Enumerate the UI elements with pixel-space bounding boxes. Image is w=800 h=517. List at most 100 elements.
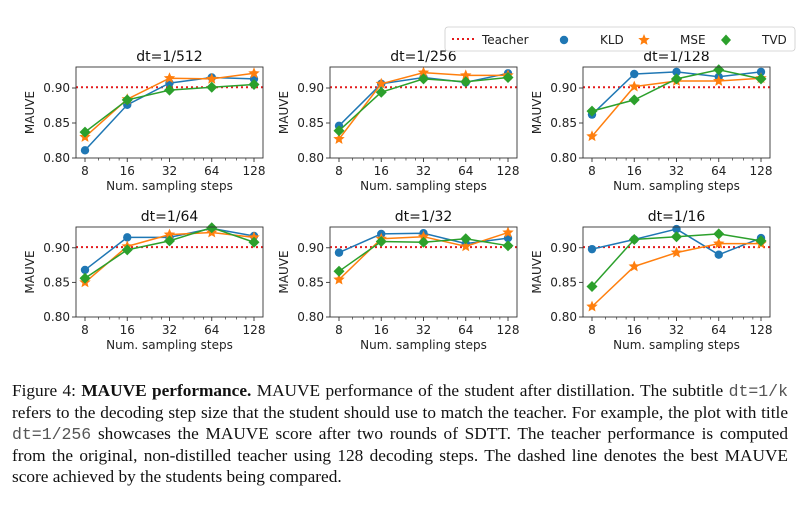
y-tick-label: 0.80	[43, 310, 70, 324]
y-tick-label: 0.90	[297, 241, 324, 255]
point-mse-128	[248, 67, 260, 79]
point-mse-64	[460, 240, 472, 252]
x-tick-label: 128	[750, 323, 773, 337]
point-kld-16	[630, 69, 639, 79]
point-kld-16	[123, 233, 132, 242]
point-mse-16	[628, 260, 640, 272]
panel-title: dt=1/512	[136, 49, 202, 65]
x-tick-label: 8	[335, 164, 343, 178]
point-mse-128	[502, 226, 514, 238]
caption-text-1: MAUVE performance of the student after d…	[251, 381, 729, 400]
y-tick-label: 0.90	[43, 81, 70, 95]
legend-label-tvd: TVD	[761, 33, 787, 47]
point-tvd-16	[121, 94, 133, 106]
point-mse-64	[713, 75, 725, 86]
legend-label-kld: KLD	[600, 33, 624, 47]
caption-code-1: dt=1/k	[728, 382, 788, 401]
point-tvd-128	[502, 72, 514, 83]
point-tvd-64	[206, 222, 218, 234]
point-tvd-128	[755, 73, 767, 85]
y-tick-label: 0.90	[550, 81, 577, 95]
x-tick-label: 16	[627, 164, 642, 178]
x-tick-label: 16	[120, 164, 135, 178]
x-tick-label: 32	[669, 323, 684, 337]
y-tick-label: 0.90	[43, 241, 70, 255]
y-tick-label: 0.80	[550, 310, 577, 324]
x-tick-label: 16	[627, 323, 642, 337]
point-tvd-128	[502, 240, 514, 252]
point-tvd-8	[79, 126, 91, 138]
point-tvd-32	[671, 231, 682, 243]
caption-text-3: showcases the MAUVE score after two roun…	[12, 424, 788, 486]
x-tick-label: 64	[711, 164, 726, 178]
panel-title: dt=1/64	[141, 209, 199, 225]
point-mse-64	[206, 72, 218, 84]
point-tvd-32	[671, 73, 682, 85]
y-axis-label: MAUVE	[23, 91, 37, 134]
point-mse-8	[333, 133, 345, 144]
panel-6: 0.80 0.85 0.90 8 16 32 64 128 dt=1/16 Num. sampli…	[530, 209, 772, 352]
caption-code-2: dt=1/256	[12, 425, 92, 444]
point-tvd-32	[164, 235, 175, 247]
y-axis-label: MAUVE	[277, 250, 291, 293]
x-axis-label: Num. sampling steps	[360, 338, 487, 352]
x-tick-label: 8	[81, 164, 89, 178]
caption-title: MAUVE performance.	[81, 381, 252, 400]
legend-kld-icon	[559, 35, 569, 45]
point-kld-64	[714, 250, 723, 259]
point-mse-32	[163, 228, 176, 240]
point-tvd-8	[586, 281, 598, 293]
x-tick-label: 8	[588, 323, 596, 337]
x-tick-label: 16	[374, 164, 389, 178]
y-tick-label: 0.80	[297, 310, 324, 324]
figure: 0.80 0.85 0.90 8 16 32 64 128 dt=1/512 Num. sampl…	[23, 26, 796, 352]
y-axis-label: MAUVE	[530, 91, 544, 134]
point-kld-8	[587, 244, 597, 254]
point-kld-32	[672, 67, 681, 77]
point-mse-16	[628, 80, 640, 92]
x-tick-label: 64	[711, 323, 726, 337]
x-axis-label: Num. sampling steps	[106, 179, 233, 193]
x-tick-label: 8	[335, 323, 343, 337]
point-tvd-32	[418, 73, 429, 85]
x-tick-label: 8	[81, 323, 89, 337]
point-tvd-64	[206, 81, 218, 93]
point-tvd-16	[628, 233, 640, 245]
x-tick-label: 128	[750, 164, 773, 178]
point-tvd-8	[586, 105, 598, 117]
panel-2: 0.80 0.85 0.90 8 16 32 64 128 dt=1/256 Num. sampl…	[277, 49, 519, 193]
point-tvd-8	[333, 125, 345, 137]
point-tvd-32	[164, 84, 175, 96]
panel-5: 0.80 0.85 0.90 8 16 32 64 128 dt=1/32 Num. sampli…	[277, 209, 519, 352]
point-tvd-128	[755, 235, 767, 247]
y-tick-label: 0.85	[297, 275, 324, 289]
y-axis-label: MAUVE	[23, 250, 37, 293]
x-tick-label: 32	[162, 164, 177, 178]
caption-label: Figure 4:	[12, 381, 76, 400]
point-mse-8	[586, 300, 598, 312]
panel-4: 0.80 0.85 0.90 8 16 32 64 128 dt=1/64 Num. sampli…	[23, 209, 265, 352]
y-tick-label: 0.80	[550, 151, 577, 165]
point-tvd-16	[121, 244, 133, 256]
point-kld-8	[80, 146, 90, 155]
point-mse-8	[333, 273, 345, 285]
y-tick-label: 0.90	[297, 81, 324, 95]
y-axis-label: MAUVE	[530, 250, 544, 293]
point-tvd-64	[460, 76, 472, 88]
point-mse-64	[460, 69, 472, 81]
panel-title: dt=1/16	[648, 209, 706, 225]
y-tick-label: 0.85	[550, 275, 577, 289]
point-tvd-32	[418, 236, 429, 248]
point-tvd-64	[713, 64, 725, 76]
caption-text-2: refers to the decoding step size that th…	[12, 403, 788, 422]
x-tick-label: 32	[416, 323, 431, 337]
point-tvd-128	[248, 236, 260, 248]
panel-title: dt=1/32	[395, 209, 453, 225]
legend-box	[444, 26, 796, 52]
point-tvd-16	[375, 236, 387, 248]
x-tick-label: 64	[204, 164, 219, 178]
x-tick-label: 8	[588, 164, 596, 178]
x-tick-label: 32	[162, 323, 177, 337]
point-tvd-16	[375, 86, 387, 98]
panel-1: 0.80 0.85 0.90 8 16 32 64 128 dt=1/512 Num. sampl…	[23, 49, 265, 193]
